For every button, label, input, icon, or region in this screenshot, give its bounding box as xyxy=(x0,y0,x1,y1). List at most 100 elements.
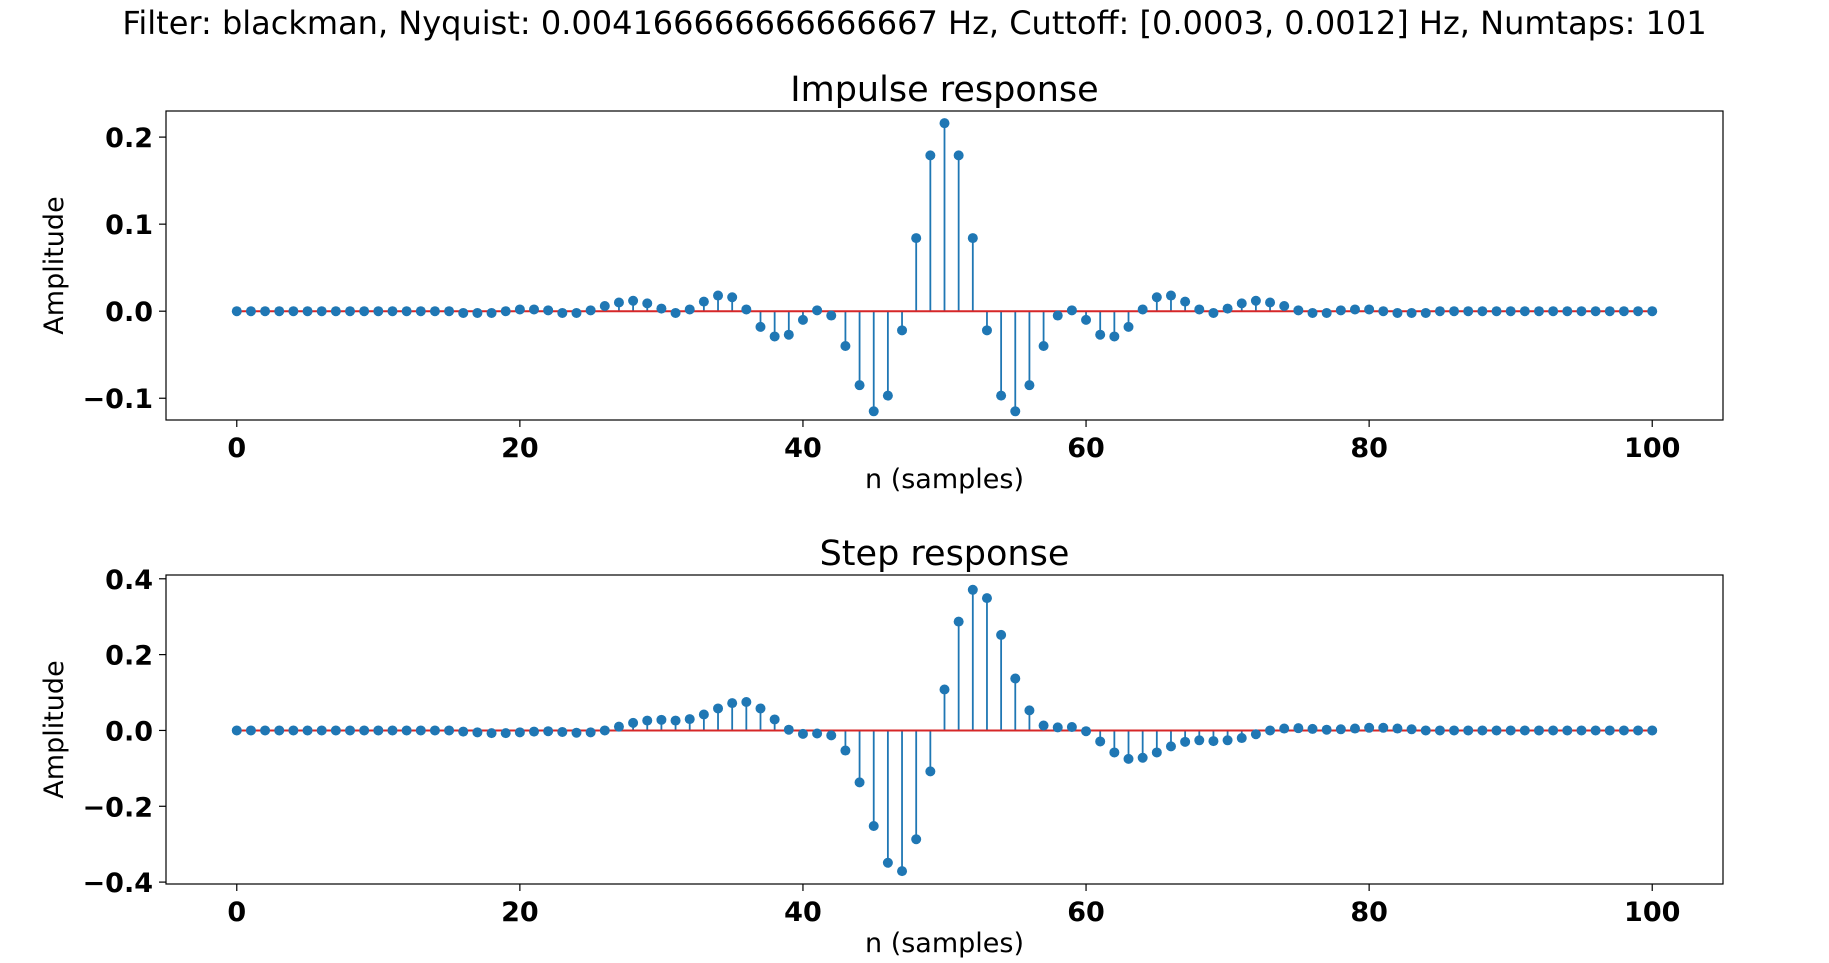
step-marker xyxy=(628,717,639,728)
step-marker xyxy=(1109,747,1120,758)
impulse-marker xyxy=(529,304,540,315)
impulse-marker xyxy=(1307,307,1318,318)
step-marker xyxy=(1463,725,1474,736)
step-marker xyxy=(1236,733,1247,744)
impulse-xtick-label: 80 xyxy=(1350,433,1388,464)
step-marker xyxy=(1548,725,1559,736)
impulse-marker xyxy=(472,307,483,318)
impulse-marker xyxy=(373,306,384,317)
step-ylabel: Amplitude xyxy=(39,660,70,798)
impulse-marker xyxy=(981,325,992,336)
step-marker xyxy=(1208,736,1219,747)
impulse-marker xyxy=(1633,306,1644,317)
impulse-axes-frame xyxy=(165,110,1724,421)
impulse-marker xyxy=(698,296,709,307)
impulse-marker xyxy=(727,292,738,303)
step-xtick-label: 60 xyxy=(1067,897,1105,928)
step-marker xyxy=(585,727,596,738)
impulse-marker xyxy=(486,307,497,318)
impulse-marker xyxy=(458,307,469,318)
impulse-marker xyxy=(387,306,398,317)
step-ytick-label: −0.2 xyxy=(83,792,153,823)
impulse-marker xyxy=(1533,306,1544,317)
impulse-marker xyxy=(925,150,936,161)
step-xtick-label: 80 xyxy=(1350,897,1388,928)
impulse-marker xyxy=(1548,306,1559,317)
step-marker xyxy=(1364,722,1375,733)
step-marker xyxy=(1519,725,1530,736)
impulse-marker xyxy=(1647,306,1658,317)
step-marker xyxy=(359,725,370,736)
impulse-marker xyxy=(1293,305,1304,316)
step-marker xyxy=(1165,741,1176,752)
step-marker xyxy=(1293,723,1304,734)
impulse-marker xyxy=(1222,303,1233,314)
step-marker xyxy=(514,727,525,738)
step-marker xyxy=(741,697,752,708)
step-marker xyxy=(925,766,936,777)
step-xtick-label: 100 xyxy=(1624,897,1680,928)
step-marker xyxy=(755,703,766,714)
impulse-marker xyxy=(1321,307,1332,318)
step-marker xyxy=(1123,753,1134,764)
impulse-marker xyxy=(231,306,242,317)
impulse-marker xyxy=(1123,321,1134,332)
impulse-marker xyxy=(500,306,511,317)
impulse-marker xyxy=(642,298,653,309)
step-marker xyxy=(882,857,893,868)
step-marker xyxy=(1151,747,1162,758)
impulse-marker xyxy=(302,306,313,317)
impulse-marker xyxy=(288,306,299,317)
impulse-marker xyxy=(656,303,667,314)
impulse-marker xyxy=(741,304,752,315)
step-marker xyxy=(472,727,483,738)
impulse-marker xyxy=(1038,341,1049,352)
impulse-marker xyxy=(444,306,455,317)
impulse-marker xyxy=(684,304,695,315)
step-marker xyxy=(1010,673,1021,684)
step-marker xyxy=(1533,725,1544,736)
step-title: Step response xyxy=(820,534,1070,574)
step-marker xyxy=(670,715,681,726)
impulse-marker xyxy=(1165,290,1176,301)
step-marker xyxy=(1647,725,1658,736)
impulse-marker xyxy=(882,390,893,401)
step-marker xyxy=(727,698,738,709)
step-marker xyxy=(373,725,384,736)
step-marker xyxy=(1265,725,1276,736)
step-marker xyxy=(642,715,653,726)
impulse-marker xyxy=(1265,297,1276,308)
step-marker xyxy=(1222,735,1233,746)
impulse-marker xyxy=(1109,331,1120,342)
step-marker xyxy=(1095,736,1106,747)
impulse-marker xyxy=(713,290,724,301)
impulse-marker xyxy=(939,118,950,129)
impulse-marker xyxy=(330,306,341,317)
impulse-marker xyxy=(599,300,610,311)
impulse-marker xyxy=(670,307,681,318)
impulse-marker xyxy=(260,306,271,317)
impulse-marker xyxy=(911,233,922,244)
step-xtick-label: 40 xyxy=(784,897,822,928)
impulse-marker xyxy=(1434,306,1445,317)
impulse-marker xyxy=(1335,305,1346,316)
impulse-marker xyxy=(274,306,285,317)
impulse-marker xyxy=(1491,306,1502,317)
step-marker xyxy=(429,725,440,736)
impulse-marker xyxy=(1236,298,1247,309)
step-marker xyxy=(345,725,356,736)
step-marker xyxy=(1250,729,1261,740)
step-marker xyxy=(897,866,908,877)
step-marker xyxy=(1633,725,1644,736)
impulse-marker xyxy=(1378,306,1389,317)
impulse-marker xyxy=(897,325,908,336)
impulse-marker xyxy=(812,305,823,316)
step-marker xyxy=(557,726,568,737)
impulse-marker xyxy=(1562,306,1573,317)
step-xtick-label: 20 xyxy=(501,897,539,928)
step-marker xyxy=(316,725,327,736)
step-ytick-label: 0.0 xyxy=(105,716,153,747)
step-marker xyxy=(1066,722,1077,733)
impulse-ytick-label: 0.2 xyxy=(105,123,153,154)
step-marker xyxy=(967,584,978,595)
